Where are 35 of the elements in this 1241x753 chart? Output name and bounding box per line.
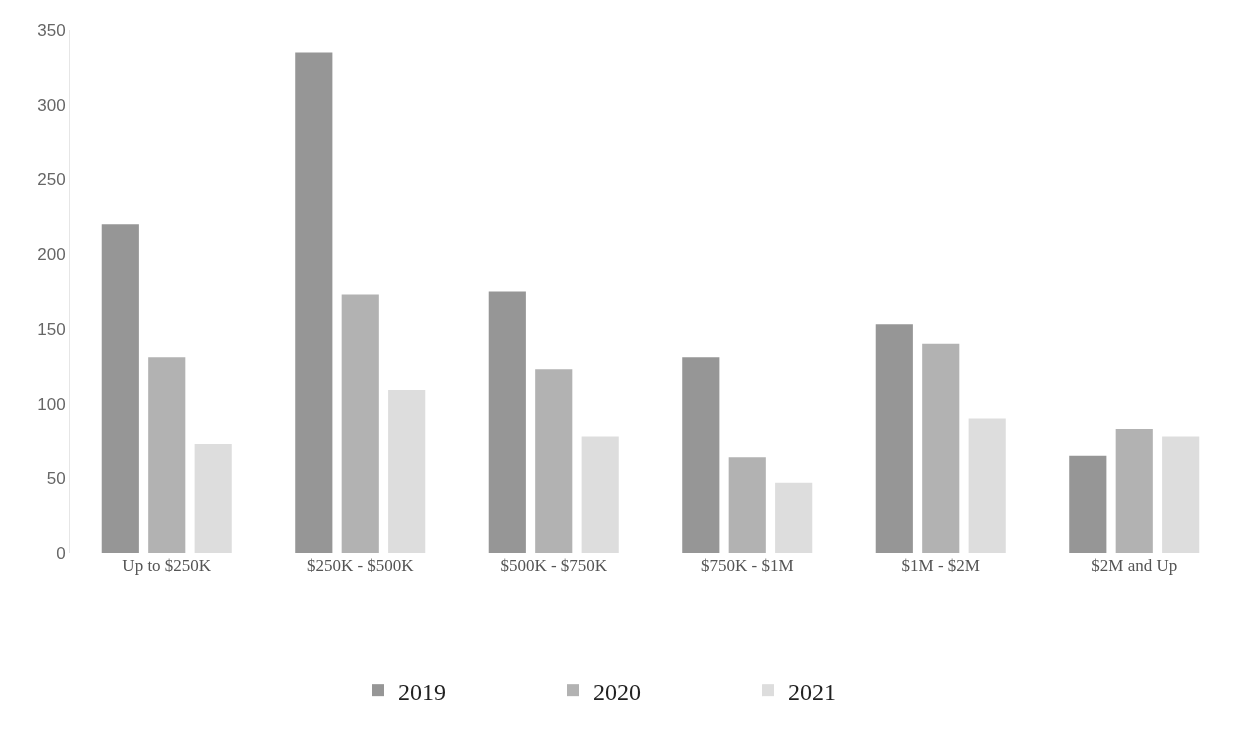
y-tick-label: 100	[37, 394, 66, 414]
bar	[101, 224, 139, 553]
bar	[194, 443, 232, 553]
x-tick-label: $250K - $500K	[306, 556, 415, 575]
bar	[341, 294, 379, 553]
y-tick-label: 250	[37, 170, 66, 190]
y-tick-label: 300	[37, 95, 66, 115]
x-tick-label: $2M and Up	[1091, 556, 1178, 575]
legend-label: 2021	[788, 678, 836, 705]
bar	[968, 418, 1006, 553]
bar	[922, 343, 960, 553]
bar	[581, 436, 619, 553]
x-tick-label: $750K - $1M	[700, 556, 794, 575]
legend-label: 2020	[593, 678, 641, 705]
bar	[1162, 436, 1200, 553]
x-tick-label: Up to $250K	[122, 556, 212, 575]
bar	[535, 369, 573, 553]
y-tick-label: 150	[37, 319, 66, 339]
bar	[875, 324, 913, 553]
bar	[1069, 455, 1107, 553]
x-tick-label: $500K - $750K	[500, 556, 608, 575]
bar	[775, 482, 813, 553]
y-tick-label: 200	[37, 245, 66, 265]
y-tick-label: 50	[46, 469, 66, 489]
bar	[682, 357, 720, 553]
legend-label: 2019	[398, 678, 446, 705]
x-tick-label: $1M - $2M	[901, 556, 980, 575]
y-tick-label: 0	[56, 543, 66, 563]
bar	[1115, 428, 1153, 553]
bar	[388, 390, 426, 553]
bar	[728, 457, 766, 553]
bar	[488, 291, 526, 553]
y-tick-label: 350	[37, 20, 66, 40]
bar	[295, 52, 333, 553]
bar	[148, 357, 186, 553]
